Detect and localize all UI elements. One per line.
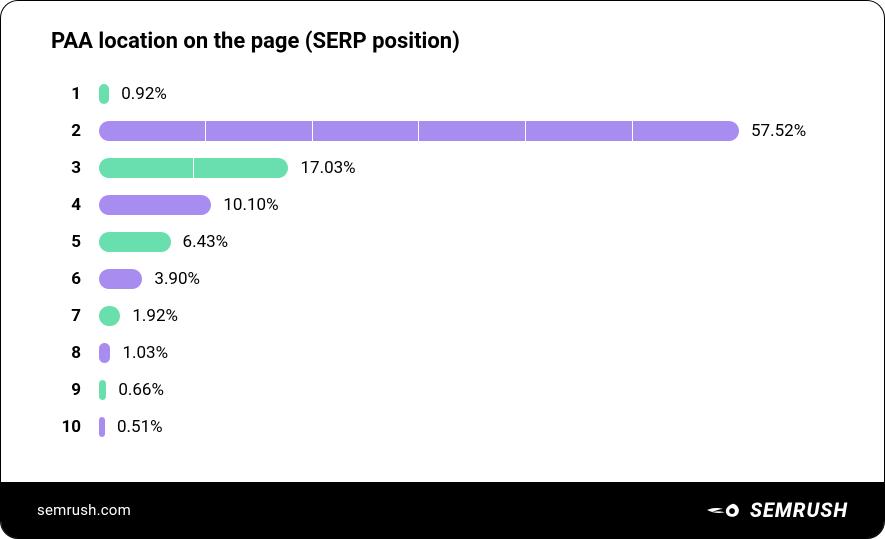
bar-segments: [99, 121, 739, 141]
bar: [99, 306, 120, 326]
bar-value: 3.90%: [154, 269, 200, 289]
bar-track: 17.03%: [99, 158, 834, 178]
bar-track: 1.92%: [99, 306, 834, 326]
bar-track: 6.43%: [99, 232, 834, 252]
bar-rows: 1 0.92% 2 57.52% 3 17.03% 4 10.10% 5 6.43% 6 3.90% 7…: [51, 82, 834, 439]
bar-row: 10 0.51%: [51, 415, 834, 439]
bar-row: 6 3.90%: [51, 267, 834, 291]
bar-value: 10.10%: [223, 195, 278, 215]
bar-value: 57.52%: [751, 121, 806, 141]
bar-row: 7 1.92%: [51, 304, 834, 328]
bar-row: 2 57.52%: [51, 119, 834, 143]
bar: [99, 232, 171, 252]
row-label: 1: [51, 84, 81, 104]
row-label: 2: [51, 121, 81, 141]
footer-bar: semrush.com SEMRUSH: [1, 482, 884, 538]
bar-track: 0.92%: [99, 84, 834, 104]
bar-row: 9 0.66%: [51, 378, 834, 402]
row-label: 9: [51, 380, 81, 400]
chart-area: PAA location on the page (SERP position)…: [1, 1, 884, 482]
bar: [99, 158, 288, 178]
bar-value: 17.03%: [300, 158, 355, 178]
bar-track: 3.90%: [99, 269, 834, 289]
bar-track: 57.52%: [99, 121, 834, 141]
bar-value: 1.92%: [132, 306, 178, 326]
bar-value: 1.03%: [122, 343, 168, 363]
bar: [99, 121, 739, 141]
bar-row: 3 17.03%: [51, 156, 834, 180]
footer-site: semrush.com: [37, 501, 131, 519]
bar: [99, 417, 105, 437]
row-label: 4: [51, 195, 81, 215]
bar-track: 0.66%: [99, 380, 834, 400]
bar-value: 6.43%: [183, 232, 229, 252]
bar: [99, 343, 110, 363]
row-label: 8: [51, 343, 81, 363]
row-label: 3: [51, 158, 81, 178]
chart-title: PAA location on the page (SERP position): [51, 29, 834, 54]
bar-track: 1.03%: [99, 343, 834, 363]
bar-value: 0.92%: [121, 84, 167, 104]
bar: [99, 195, 211, 215]
flame-icon: [706, 499, 740, 521]
bar-value: 0.66%: [118, 380, 164, 400]
bar: [99, 269, 142, 289]
footer-brand: SEMRUSH: [706, 498, 848, 522]
bar: [99, 84, 109, 104]
bar-row: 8 1.03%: [51, 341, 834, 365]
bar-segments: [99, 195, 211, 215]
bar-row: 4 10.10%: [51, 193, 834, 217]
bar-value: 0.51%: [117, 417, 163, 437]
row-label: 6: [51, 269, 81, 289]
row-label: 5: [51, 232, 81, 252]
bar-track: 10.10%: [99, 195, 834, 215]
chart-card: PAA location on the page (SERP position)…: [0, 0, 885, 539]
bar-row: 5 6.43%: [51, 230, 834, 254]
bar-segments: [99, 158, 288, 178]
row-label: 7: [51, 306, 81, 326]
bar: [99, 380, 106, 400]
brand-text: SEMRUSH: [750, 498, 848, 522]
row-label: 10: [51, 417, 81, 437]
bar-row: 1 0.92%: [51, 82, 834, 106]
bar-track: 0.51%: [99, 417, 834, 437]
